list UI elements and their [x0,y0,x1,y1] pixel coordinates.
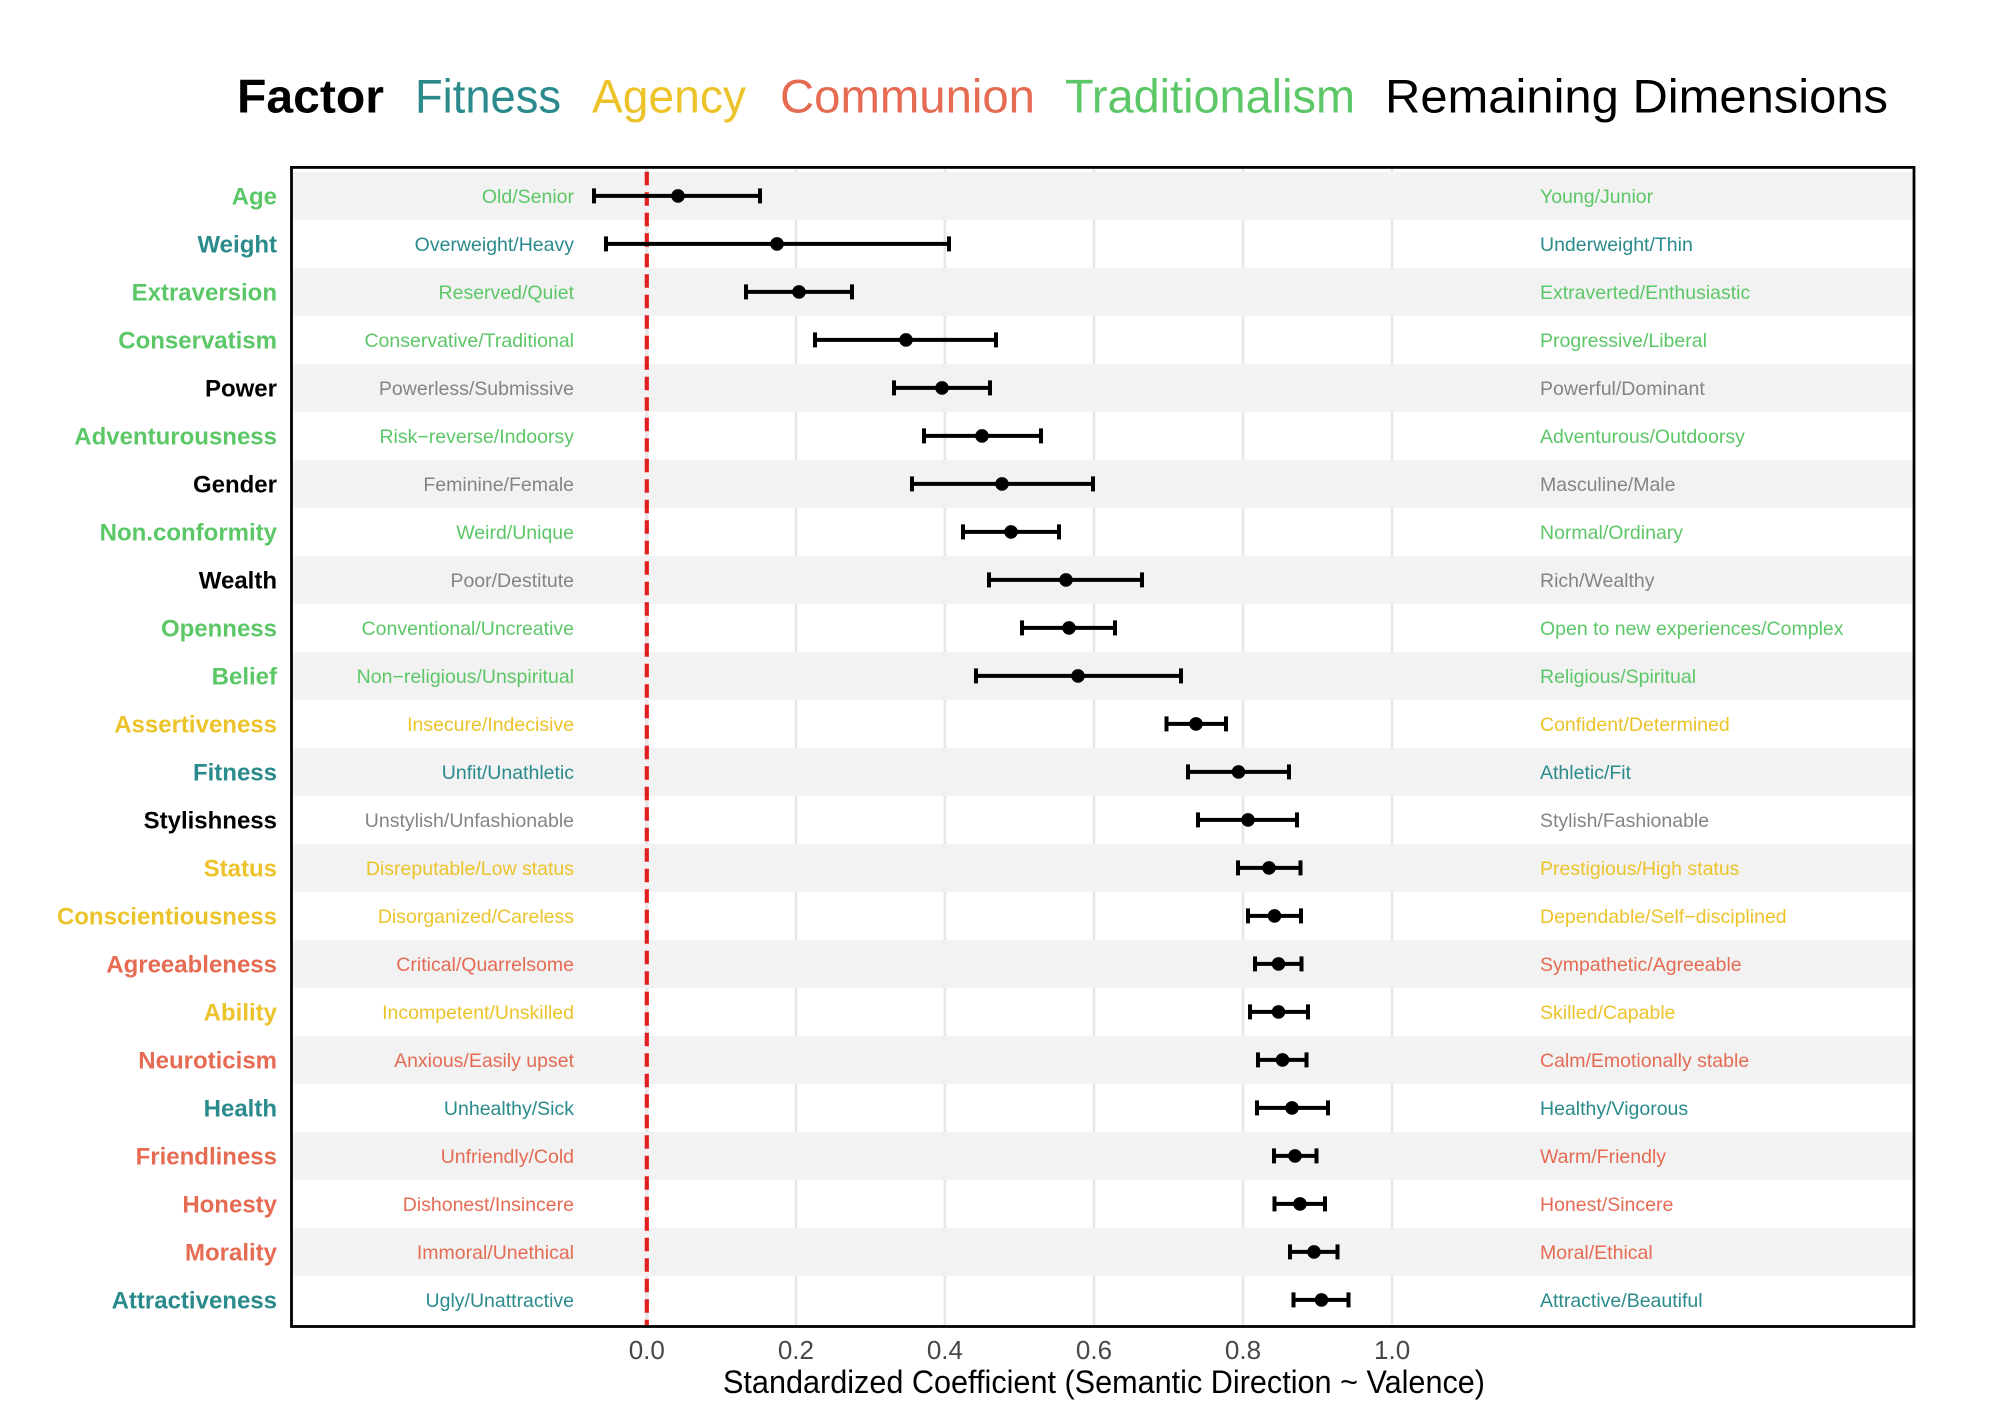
svg-text:Confident/Determined: Confident/Determined [1540,714,1730,736]
svg-text:Stylish/Fashionable: Stylish/Fashionable [1540,810,1709,832]
svg-text:Risk−reverse/Indoorsy: Risk−reverse/Indoorsy [379,426,574,448]
svg-text:Powerless/Submissive: Powerless/Submissive [379,378,574,400]
svg-text:Conservatism: Conservatism [118,327,277,354]
svg-text:Critical/Quarrelsome: Critical/Quarrelsome [396,954,574,976]
svg-text:Belief: Belief [212,663,278,690]
svg-text:Underweight/Thin: Underweight/Thin [1540,234,1693,256]
svg-text:Honesty: Honesty [182,1191,277,1218]
svg-text:Rich/Wealthy: Rich/Wealthy [1540,570,1655,592]
svg-text:Extraverted/Enthusiastic: Extraverted/Enthusiastic [1540,282,1751,304]
svg-text:Non.conformity: Non.conformity [100,519,278,546]
svg-text:0.0: 0.0 [629,1335,665,1365]
svg-text:Stylishness: Stylishness [144,807,277,834]
svg-text:Old/Senior: Old/Senior [482,186,575,208]
svg-text:Unfriendly/Cold: Unfriendly/Cold [441,1146,574,1168]
svg-text:Power: Power [205,375,277,402]
svg-text:Age: Age [232,183,277,210]
svg-text:Agreeableness: Agreeableness [106,951,277,978]
svg-text:Communion: Communion [780,70,1035,123]
svg-text:Fitness: Fitness [193,759,277,786]
svg-text:Non−religious/Unspiritual: Non−religious/Unspiritual [357,666,574,688]
svg-text:Fitness: Fitness [415,70,561,123]
svg-text:Health: Health [204,1095,277,1122]
svg-text:Warm/Friendly: Warm/Friendly [1540,1146,1666,1168]
svg-text:Honest/Sincere: Honest/Sincere [1540,1194,1673,1216]
svg-text:Remaining Dimensions: Remaining Dimensions [1385,70,1888,123]
svg-text:Powerful/Dominant: Powerful/Dominant [1540,378,1705,400]
svg-text:0.2: 0.2 [778,1335,814,1365]
svg-text:Weird/Unique: Weird/Unique [456,522,574,544]
svg-text:Neuroticism: Neuroticism [138,1047,277,1074]
svg-text:Insecure/Indecisive: Insecure/Indecisive [407,714,574,736]
svg-text:Incompetent/Unskilled: Incompetent/Unskilled [382,1002,574,1024]
svg-text:Prestigious/High status: Prestigious/High status [1540,858,1740,880]
svg-text:Adventurous/Outdoorsy: Adventurous/Outdoorsy [1540,426,1745,448]
svg-text:Dependable/Self−disciplined: Dependable/Self−disciplined [1540,906,1787,928]
svg-text:Assertiveness: Assertiveness [114,711,277,738]
svg-text:Unfit/Unathletic: Unfit/Unathletic [442,762,574,784]
svg-text:Athletic/Fit: Athletic/Fit [1540,762,1632,784]
svg-text:Open to new experiences/Comple: Open to new experiences/Complex [1540,618,1844,640]
svg-text:Healthy/Vigorous: Healthy/Vigorous [1540,1098,1688,1120]
svg-text:Moral/Ethical: Moral/Ethical [1540,1242,1653,1264]
svg-text:Friendliness: Friendliness [136,1143,277,1170]
svg-text:Openness: Openness [161,615,277,642]
svg-text:0.8: 0.8 [1225,1335,1261,1365]
svg-text:Adventurousness: Adventurousness [74,423,277,450]
svg-text:Extraversion: Extraversion [132,279,277,306]
svg-text:Attractiveness: Attractiveness [112,1287,277,1314]
svg-text:Conventional/Uncreative: Conventional/Uncreative [362,618,574,640]
svg-text:Poor/Destitute: Poor/Destitute [450,570,574,592]
svg-text:Calm/Emotionally stable: Calm/Emotionally stable [1540,1050,1749,1072]
svg-text:Feminine/Female: Feminine/Female [423,474,574,496]
svg-text:Wealth: Wealth [199,567,277,594]
svg-text:Sympathetic/Agreeable: Sympathetic/Agreeable [1540,954,1742,976]
svg-text:Agency: Agency [592,70,746,123]
svg-text:Disreputable/Low status: Disreputable/Low status [366,858,574,880]
svg-text:Overweight/Heavy: Overweight/Heavy [415,234,575,256]
svg-text:Disorganized/Careless: Disorganized/Careless [378,906,574,928]
svg-text:Young/Junior: Young/Junior [1540,186,1654,208]
svg-text:Status: Status [204,855,277,882]
svg-text:Conservative/Traditional: Conservative/Traditional [364,330,574,352]
svg-text:0.6: 0.6 [1076,1335,1112,1365]
svg-text:Religious/Spiritual: Religious/Spiritual [1540,666,1696,688]
svg-text:1.0: 1.0 [1374,1335,1410,1365]
svg-text:Morality: Morality [185,1239,278,1266]
svg-text:0.4: 0.4 [927,1335,963,1365]
svg-text:Traditionalism: Traditionalism [1065,70,1355,123]
svg-text:Attractive/Beautiful: Attractive/Beautiful [1540,1290,1703,1312]
svg-text:Standardized Coefficient (Sema: Standardized Coefficient (Semantic Direc… [723,1364,1485,1400]
svg-text:Immoral/Unethical: Immoral/Unethical [417,1242,574,1264]
svg-text:Unstylish/Unfashionable: Unstylish/Unfashionable [365,810,574,832]
svg-text:Progressive/Liberal: Progressive/Liberal [1540,330,1707,352]
svg-text:Normal/Ordinary: Normal/Ordinary [1540,522,1683,544]
svg-text:Reserved/Quiet: Reserved/Quiet [439,282,575,304]
svg-text:Factor: Factor [237,70,384,123]
svg-text:Conscientiousness: Conscientiousness [57,903,277,930]
svg-text:Unhealthy/Sick: Unhealthy/Sick [444,1098,574,1120]
svg-text:Ability: Ability [204,999,278,1026]
svg-text:Gender: Gender [193,471,277,498]
svg-text:Dishonest/Insincere: Dishonest/Insincere [403,1194,574,1216]
svg-text:Weight: Weight [197,231,277,258]
svg-text:Anxious/Easily upset: Anxious/Easily upset [394,1050,575,1072]
svg-text:Ugly/Unattractive: Ugly/Unattractive [426,1290,574,1312]
svg-text:Masculine/Male: Masculine/Male [1540,474,1675,496]
svg-text:Skilled/Capable: Skilled/Capable [1540,1002,1676,1024]
